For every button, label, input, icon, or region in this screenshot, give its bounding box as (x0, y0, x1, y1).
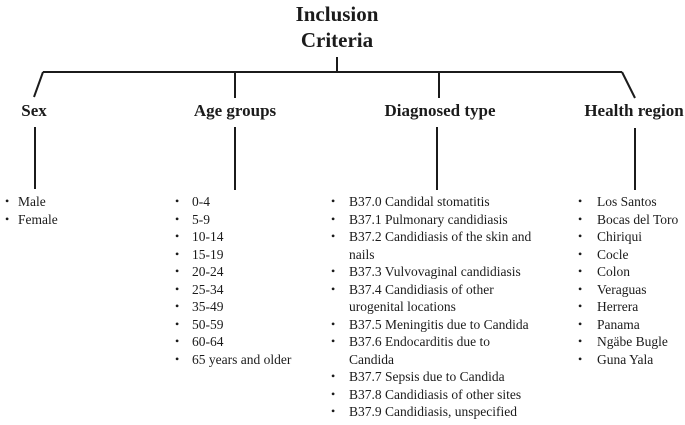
list-item: Chiriqui (578, 228, 685, 246)
list-item: Colon (578, 263, 685, 281)
branch-list-age-groups: 0-45-910-1415-1920-2425-3435-4950-5960-6… (175, 193, 307, 368)
list-item: B37.5 Meningitis due to Candida (331, 316, 565, 334)
list-item: Ngäbe Bugle (578, 333, 685, 351)
list-item: Guna Yala (578, 351, 685, 369)
list-item: Female (5, 211, 125, 229)
list-item: B37.4 Candidiasis of other urogenital lo… (331, 281, 565, 316)
list-item: Bocas del Toro (578, 211, 685, 229)
branch-list-health-region: Los SantosBocas del ToroChiriquiCocleCol… (578, 193, 685, 368)
diagram-title: Inclusion Criteria (295, 2, 379, 52)
list-item: Male (5, 193, 125, 211)
branch-header-sex: Sex (21, 101, 47, 120)
list-item: Los Santos (578, 193, 685, 211)
list-item: B37.8 Candidiasis of other sites (331, 386, 565, 404)
branch-header-diagnosed-type: Diagnosed type (384, 101, 496, 120)
list-item: 5-9 (175, 211, 307, 229)
list-item: Panama (578, 316, 685, 334)
list-item: B37.2 Candidiasis of the skin and nails (331, 228, 565, 263)
list-item: 35-49 (175, 298, 307, 316)
list-item: B37.1 Pulmonary candidiasis (331, 211, 565, 229)
list-item: B37.7 Sepsis due to Candida (331, 368, 565, 386)
list-item: 25-34 (175, 281, 307, 299)
branch-list-diagnosed-type: B37.0 Candidal stomatitisB37.1 Pulmonary… (331, 193, 565, 421)
list-item: 50-59 (175, 316, 307, 334)
list-item: 60-64 (175, 333, 307, 351)
list-item: 10-14 (175, 228, 307, 246)
list-item: B37.0 Candidal stomatitis (331, 193, 565, 211)
branch-list-sex: MaleFemale (5, 193, 125, 228)
list-item: B37.3 Vulvovaginal candidiasis (331, 263, 565, 281)
list-item: 0-4 (175, 193, 307, 211)
branch-header-age-groups: Age groups (193, 101, 277, 120)
list-item: Cocle (578, 246, 685, 264)
list-item: 15-19 (175, 246, 307, 264)
list-item: 65 years and older (175, 351, 307, 369)
branch-header-health-region: Health region (584, 101, 684, 120)
list-item: 20-24 (175, 263, 307, 281)
list-item: B37.6 Endocarditis due to Candida (331, 333, 565, 368)
list-item: Herrera (578, 298, 685, 316)
list-item: B37.9 Candidiasis, unspecified (331, 403, 565, 421)
list-item: Veraguas (578, 281, 685, 299)
